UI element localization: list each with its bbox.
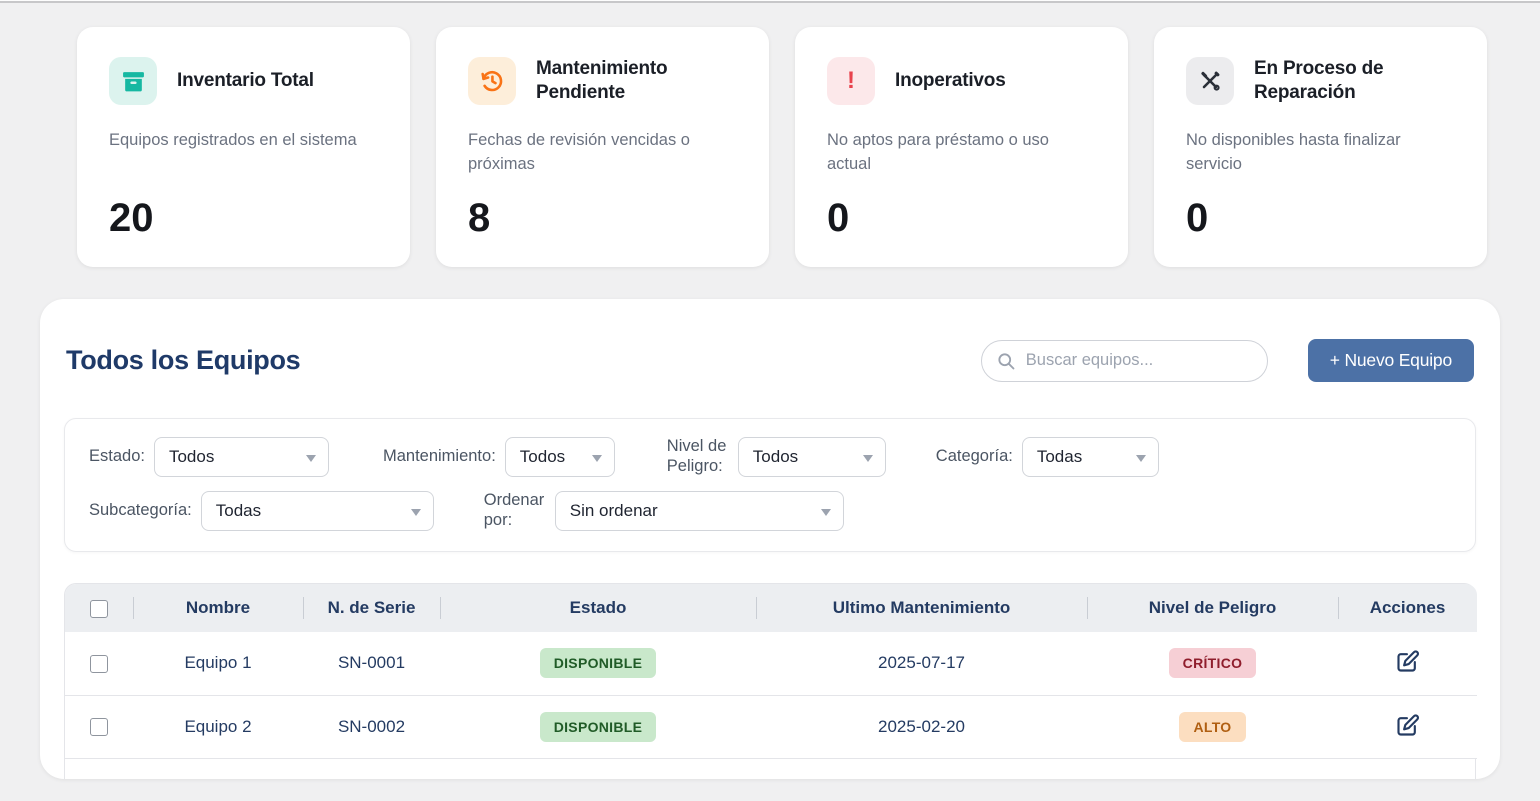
- mantenimiento-select[interactable]: Todos: [504, 437, 615, 477]
- cell-serie: SN-0001: [303, 632, 440, 696]
- new-equipment-button[interactable]: + Nuevo Equipo: [1307, 339, 1474, 382]
- filter-subcategoria: Subcategoría: Todas: [89, 491, 434, 531]
- stat-card-title: Inoperativos: [895, 70, 1006, 92]
- stat-card-inventario-total: Inventario Total Equipos registrados en …: [77, 27, 410, 267]
- cell-ultimo-mantenimiento: 2025-02-20: [756, 695, 1087, 759]
- archive-box-icon: [109, 57, 157, 105]
- stat-card-header: Inventario Total: [109, 57, 378, 105]
- column-header-acciones: Acciones: [1338, 584, 1477, 632]
- filter-mantenimiento: Mantenimiento: Todos: [383, 437, 615, 477]
- edit-pen-icon: [1397, 713, 1419, 736]
- select-value: Todos: [168, 447, 215, 466]
- row-checkbox[interactable]: [90, 654, 108, 673]
- stat-card-description: Equipos registrados en el sistema: [109, 131, 357, 149]
- stat-card-title: En Proceso de Reparación: [1254, 58, 1384, 103]
- status-badge: DISPONIBLE: [539, 711, 657, 742]
- select-value: Todos: [519, 447, 566, 466]
- danger-badge: CRÍTICO: [1168, 648, 1257, 679]
- stat-card-value: 8: [468, 196, 491, 240]
- stat-card-header: ! Inoperativos: [827, 57, 1096, 105]
- column-header-serie: N. de Serie: [303, 584, 440, 632]
- filter-label: Nivel de Peligro:: [666, 437, 727, 475]
- cell-nombre: Equipo 2: [133, 695, 303, 759]
- stat-card-en-reparacion: En Proceso de Reparación No disponibles …: [1154, 27, 1487, 267]
- nivel-peligro-select[interactable]: Todos: [737, 437, 886, 477]
- filter-ordenar-por: Ordenar por: Sin ordenar: [484, 491, 844, 531]
- stat-card-value: 0: [827, 196, 850, 240]
- categoria-select[interactable]: Todas: [1021, 437, 1159, 477]
- filter-label: Categoría:: [935, 447, 1013, 466]
- filter-label: Ordenar por:: [483, 491, 545, 529]
- filter-nivel-peligro: Nivel de Peligro: Todos: [667, 437, 886, 477]
- top-divider: [0, 0, 1540, 3]
- table-row: Equipo 1 SN-0001 DISPONIBLE 2025-07-17 C…: [65, 632, 1477, 696]
- select-all-header: [65, 584, 133, 632]
- search-box: [980, 339, 1268, 382]
- column-header-ultimo-mantenimiento: Ultimo Mantenimiento: [756, 584, 1087, 632]
- table-header-row: Nombre N. de Serie Estado Ultimo Manteni…: [65, 584, 1477, 632]
- filter-label: Mantenimiento:: [382, 447, 496, 466]
- stat-card-value: 20: [109, 196, 154, 240]
- stat-card-description: No disponibles hasta finalizar servicio: [1186, 131, 1401, 173]
- column-header-estado: Estado: [440, 584, 756, 632]
- search-icon: [996, 351, 1016, 376]
- status-badge: DISPONIBLE: [539, 648, 657, 679]
- select-all-checkbox[interactable]: [90, 599, 108, 618]
- select-value: Sin ordenar: [569, 501, 658, 520]
- select-value: Todas: [1036, 447, 1083, 466]
- danger-badge: ALTO: [1179, 711, 1246, 742]
- filter-label: Estado:: [89, 447, 145, 466]
- panel-header: Todos los Equipos + Nuevo Equipo: [64, 339, 1476, 382]
- history-clock-icon: [468, 57, 516, 105]
- estado-select[interactable]: Todos: [153, 437, 329, 477]
- search-input[interactable]: [980, 339, 1268, 382]
- panel-actions: + Nuevo Equipo: [980, 339, 1474, 382]
- filter-estado: Estado: Todos: [89, 437, 329, 477]
- filter-row-2: Subcategoría: Todas Ordenar por: Sin ord…: [89, 491, 1451, 531]
- page-title: Todos los Equipos: [66, 345, 301, 375]
- equipment-table: Nombre N. de Serie Estado Ultimo Manteni…: [64, 583, 1477, 779]
- repair-tools-icon: [1186, 57, 1234, 105]
- equipment-panel: Todos los Equipos + Nuevo Equipo Estado:…: [40, 299, 1500, 779]
- edit-button[interactable]: [1392, 646, 1423, 680]
- filter-label: Subcategoría:: [89, 501, 192, 520]
- cell-ultimo-mantenimiento: 2025-07-17: [756, 632, 1087, 696]
- stat-card-description: No aptos para préstamo o uso actual: [827, 131, 1049, 173]
- table-row: Equipo 2 SN-0002 DISPONIBLE 2025-02-20 A…: [65, 695, 1477, 759]
- column-header-nivel-peligro: Nivel de Peligro: [1087, 584, 1338, 632]
- row-checkbox[interactable]: [90, 718, 108, 737]
- cell-serie: SN-0002: [303, 695, 440, 759]
- stats-row: Inventario Total Equipos registrados en …: [77, 27, 1487, 267]
- ordenar-por-select[interactable]: Sin ordenar: [554, 491, 844, 531]
- subcategoria-select[interactable]: Todas: [200, 491, 434, 531]
- stat-card-header: En Proceso de Reparación: [1186, 57, 1455, 105]
- edit-button[interactable]: [1392, 710, 1423, 744]
- select-value: Todos: [752, 447, 799, 466]
- column-header-nombre: Nombre: [133, 584, 303, 632]
- filter-categoria: Categoría: Todas: [936, 437, 1159, 477]
- filter-row-1: Estado: Todos Mantenimiento: Todos Nivel…: [89, 437, 1451, 477]
- stat-card-title: Inventario Total: [177, 70, 314, 92]
- stat-card-header: Mantenimiento Pendiente: [468, 57, 737, 105]
- exclamation-icon: !: [827, 57, 875, 105]
- stat-card-value: 0: [1186, 196, 1209, 240]
- stat-card-inoperativos: ! Inoperativos No aptos para préstamo o …: [795, 27, 1128, 267]
- cell-nombre: Equipo 1: [133, 632, 303, 696]
- filter-panel: Estado: Todos Mantenimiento: Todos Nivel…: [64, 418, 1476, 552]
- select-value: Todas: [215, 501, 262, 520]
- edit-pen-icon: [1397, 650, 1419, 672]
- stat-card-description: Fechas de revisión vencidas o próximas: [468, 131, 690, 173]
- stat-card-title: Mantenimiento Pendiente: [536, 58, 668, 103]
- stat-card-mantenimiento-pendiente: Mantenimiento Pendiente Fechas de revisi…: [436, 27, 769, 267]
